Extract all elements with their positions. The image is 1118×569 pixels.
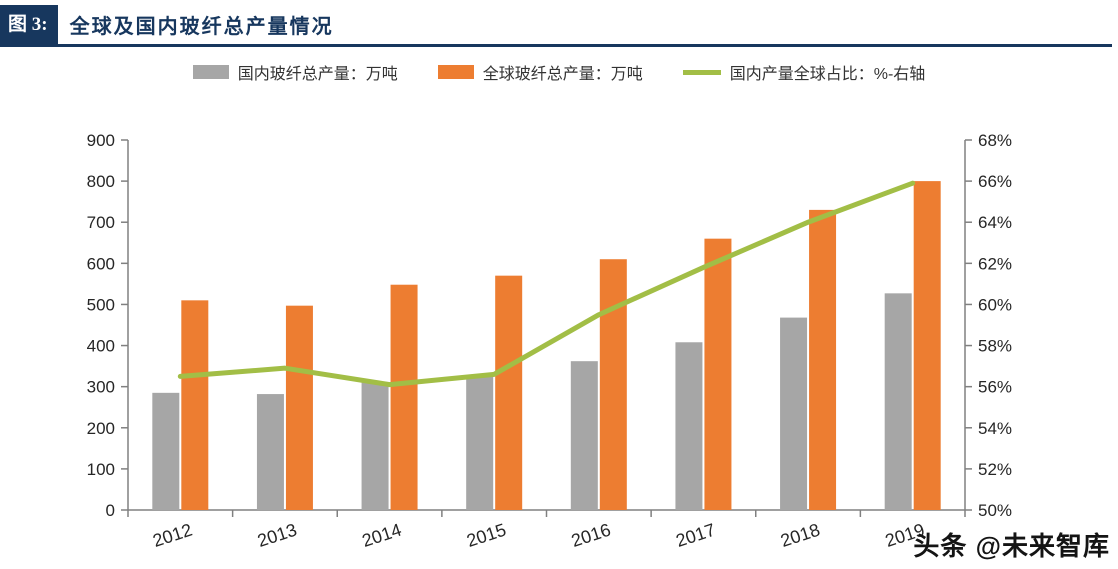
bar [256, 394, 284, 510]
left-axis-tick-label: 500 [87, 295, 115, 314]
right-axis-tick-label: 50% [978, 501, 1012, 520]
right-axis-tick-label: 58% [978, 337, 1012, 356]
bar [152, 392, 180, 510]
bar [704, 238, 732, 510]
right-axis-tick-label: 62% [978, 254, 1012, 273]
green-line-swatch-icon [682, 69, 721, 75]
bar [809, 209, 837, 510]
legend-label-global: 全球玻纤总产量：万吨 [482, 66, 643, 83]
figure-title: 全球及国内玻纤总产量情况 [69, 16, 334, 38]
x-axis-category-label: 2014 [360, 520, 404, 551]
right-axis-tick-label: 66% [978, 172, 1012, 191]
legend-item-share-line: 国内产量全球占比：%-右轴 [682, 60, 926, 84]
bar [495, 275, 523, 510]
figure-number-label: 图 3: [0, 5, 58, 44]
watermark: 头条 @未来智库 [913, 531, 1110, 561]
left-axis-tick-label: 600 [87, 254, 115, 273]
figure-header: 图 3: 全球及国内玻纤总产量情况 [0, 5, 1112, 47]
right-axis-tick-label: 56% [978, 378, 1012, 397]
legend-label-share: 国内产量全球占比：%-右轴 [729, 66, 926, 83]
bar [181, 300, 209, 510]
x-axis-category-label: 2015 [464, 520, 508, 551]
right-axis-tick-label: 68% [978, 131, 1012, 150]
x-axis-category-label: 2012 [150, 520, 194, 551]
legend-item-domestic-bar: 国内玻纤总产量：万吨 [192, 60, 398, 84]
bar [780, 317, 808, 510]
left-axis-tick-label: 0 [106, 501, 115, 520]
left-axis-tick-label: 800 [87, 172, 115, 191]
bar [675, 342, 703, 510]
bar [884, 293, 912, 510]
legend-item-global-bar: 全球玻纤总产量：万吨 [437, 60, 643, 84]
left-axis-tick-label: 700 [87, 213, 115, 232]
left-axis-tick-label: 900 [87, 131, 115, 150]
left-axis-tick-label: 200 [87, 419, 115, 438]
left-axis-tick-label: 100 [87, 460, 115, 479]
left-axis-tick-label: 300 [87, 378, 115, 397]
x-axis-category-label: 2013 [255, 520, 299, 551]
bar [361, 382, 389, 510]
chart-legend: 国内玻纤总产量：万吨 全球玻纤总产量：万吨 国内产量全球占比：%-右轴 [0, 60, 1118, 84]
share-line-series [177, 180, 916, 388]
right-axis-tick-label: 52% [978, 460, 1012, 479]
legend-label-domestic: 国内玻纤总产量：万吨 [237, 66, 398, 83]
left-axis-tick-label: 400 [87, 337, 115, 356]
bar [913, 181, 941, 510]
bar [599, 259, 627, 510]
x-axis-category-label: 2016 [569, 520, 613, 551]
bar [466, 376, 494, 510]
x-axis-category-label: 2018 [778, 520, 822, 551]
bar [285, 305, 313, 510]
orange-bar-swatch-icon [437, 65, 474, 79]
x-axis-category-label: 2017 [673, 520, 717, 551]
right-axis-tick-label: 60% [978, 295, 1012, 314]
right-axis-tick-label: 64% [978, 213, 1012, 232]
bar [390, 284, 418, 510]
right-axis-tick-label: 54% [978, 419, 1012, 438]
bar [570, 361, 598, 510]
gray-bar-swatch-icon [192, 65, 229, 79]
